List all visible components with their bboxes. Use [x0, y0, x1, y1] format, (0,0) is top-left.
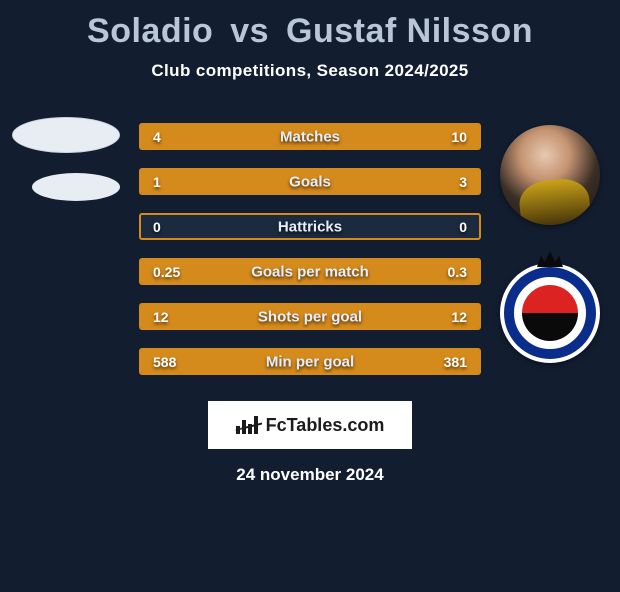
stat-bar: 588 381 Min per goal: [139, 348, 481, 375]
stat-label: Goals per match: [251, 263, 369, 280]
stat-value-right: 0.3: [448, 264, 467, 280]
snapshot-date: 24 november 2024: [0, 465, 620, 485]
stat-value-left: 1: [153, 174, 161, 190]
left-avatar-column: [6, 117, 126, 201]
comparison-bars: 4 10 Matches 1 3 Goals 0 0 Hattricks 0.25 0.3 Goals…: [139, 123, 481, 375]
stat-value-left: 588: [153, 354, 176, 370]
stat-value-left: 12: [153, 309, 169, 325]
player1-club-placeholder: [32, 173, 120, 201]
player2-photo: [500, 125, 600, 225]
comparison-section: 4 10 Matches 1 3 Goals 0 0 Hattricks 0.25 0.3 Goals…: [0, 123, 620, 375]
stat-bar: 4 10 Matches: [139, 123, 481, 150]
site-name: FcTables.com: [266, 415, 385, 436]
stat-label: Goals: [289, 173, 331, 190]
stat-bar: 0.25 0.3 Goals per match: [139, 258, 481, 285]
stat-value-left: 0.25: [153, 264, 180, 280]
stat-value-right: 381: [444, 354, 467, 370]
stat-value-right: 0: [459, 219, 467, 235]
page-title: Soladio vs Gustaf Nilsson: [0, 12, 620, 51]
right-avatar-column: [498, 125, 602, 363]
stat-label: Shots per goal: [258, 308, 362, 325]
site-logo: FcTables.com: [208, 401, 412, 449]
stat-label: Matches: [280, 128, 340, 145]
chart-icon: [236, 416, 260, 434]
stat-bar: 12 12 Shots per goal: [139, 303, 481, 330]
stat-label: Hattricks: [278, 218, 342, 235]
player1-photo-placeholder: [12, 117, 120, 153]
stat-bar: 1 3 Goals: [139, 168, 481, 195]
player2-club-badge: [500, 263, 600, 363]
stat-bar: 0 0 Hattricks: [139, 213, 481, 240]
stat-value-right: 3: [459, 174, 467, 190]
vs-separator: vs: [230, 12, 269, 50]
player2-name: Gustaf Nilsson: [286, 12, 533, 50]
player1-name: Soladio: [87, 12, 213, 50]
bar-fill-right: [237, 125, 479, 148]
stat-value-left: 0: [153, 219, 161, 235]
stat-label: Min per goal: [266, 353, 354, 370]
subtitle: Club competitions, Season 2024/2025: [0, 61, 620, 81]
stat-value-left: 4: [153, 129, 161, 145]
stat-value-right: 12: [451, 309, 467, 325]
stat-value-right: 10: [451, 129, 467, 145]
bar-fill-right: [226, 170, 480, 193]
